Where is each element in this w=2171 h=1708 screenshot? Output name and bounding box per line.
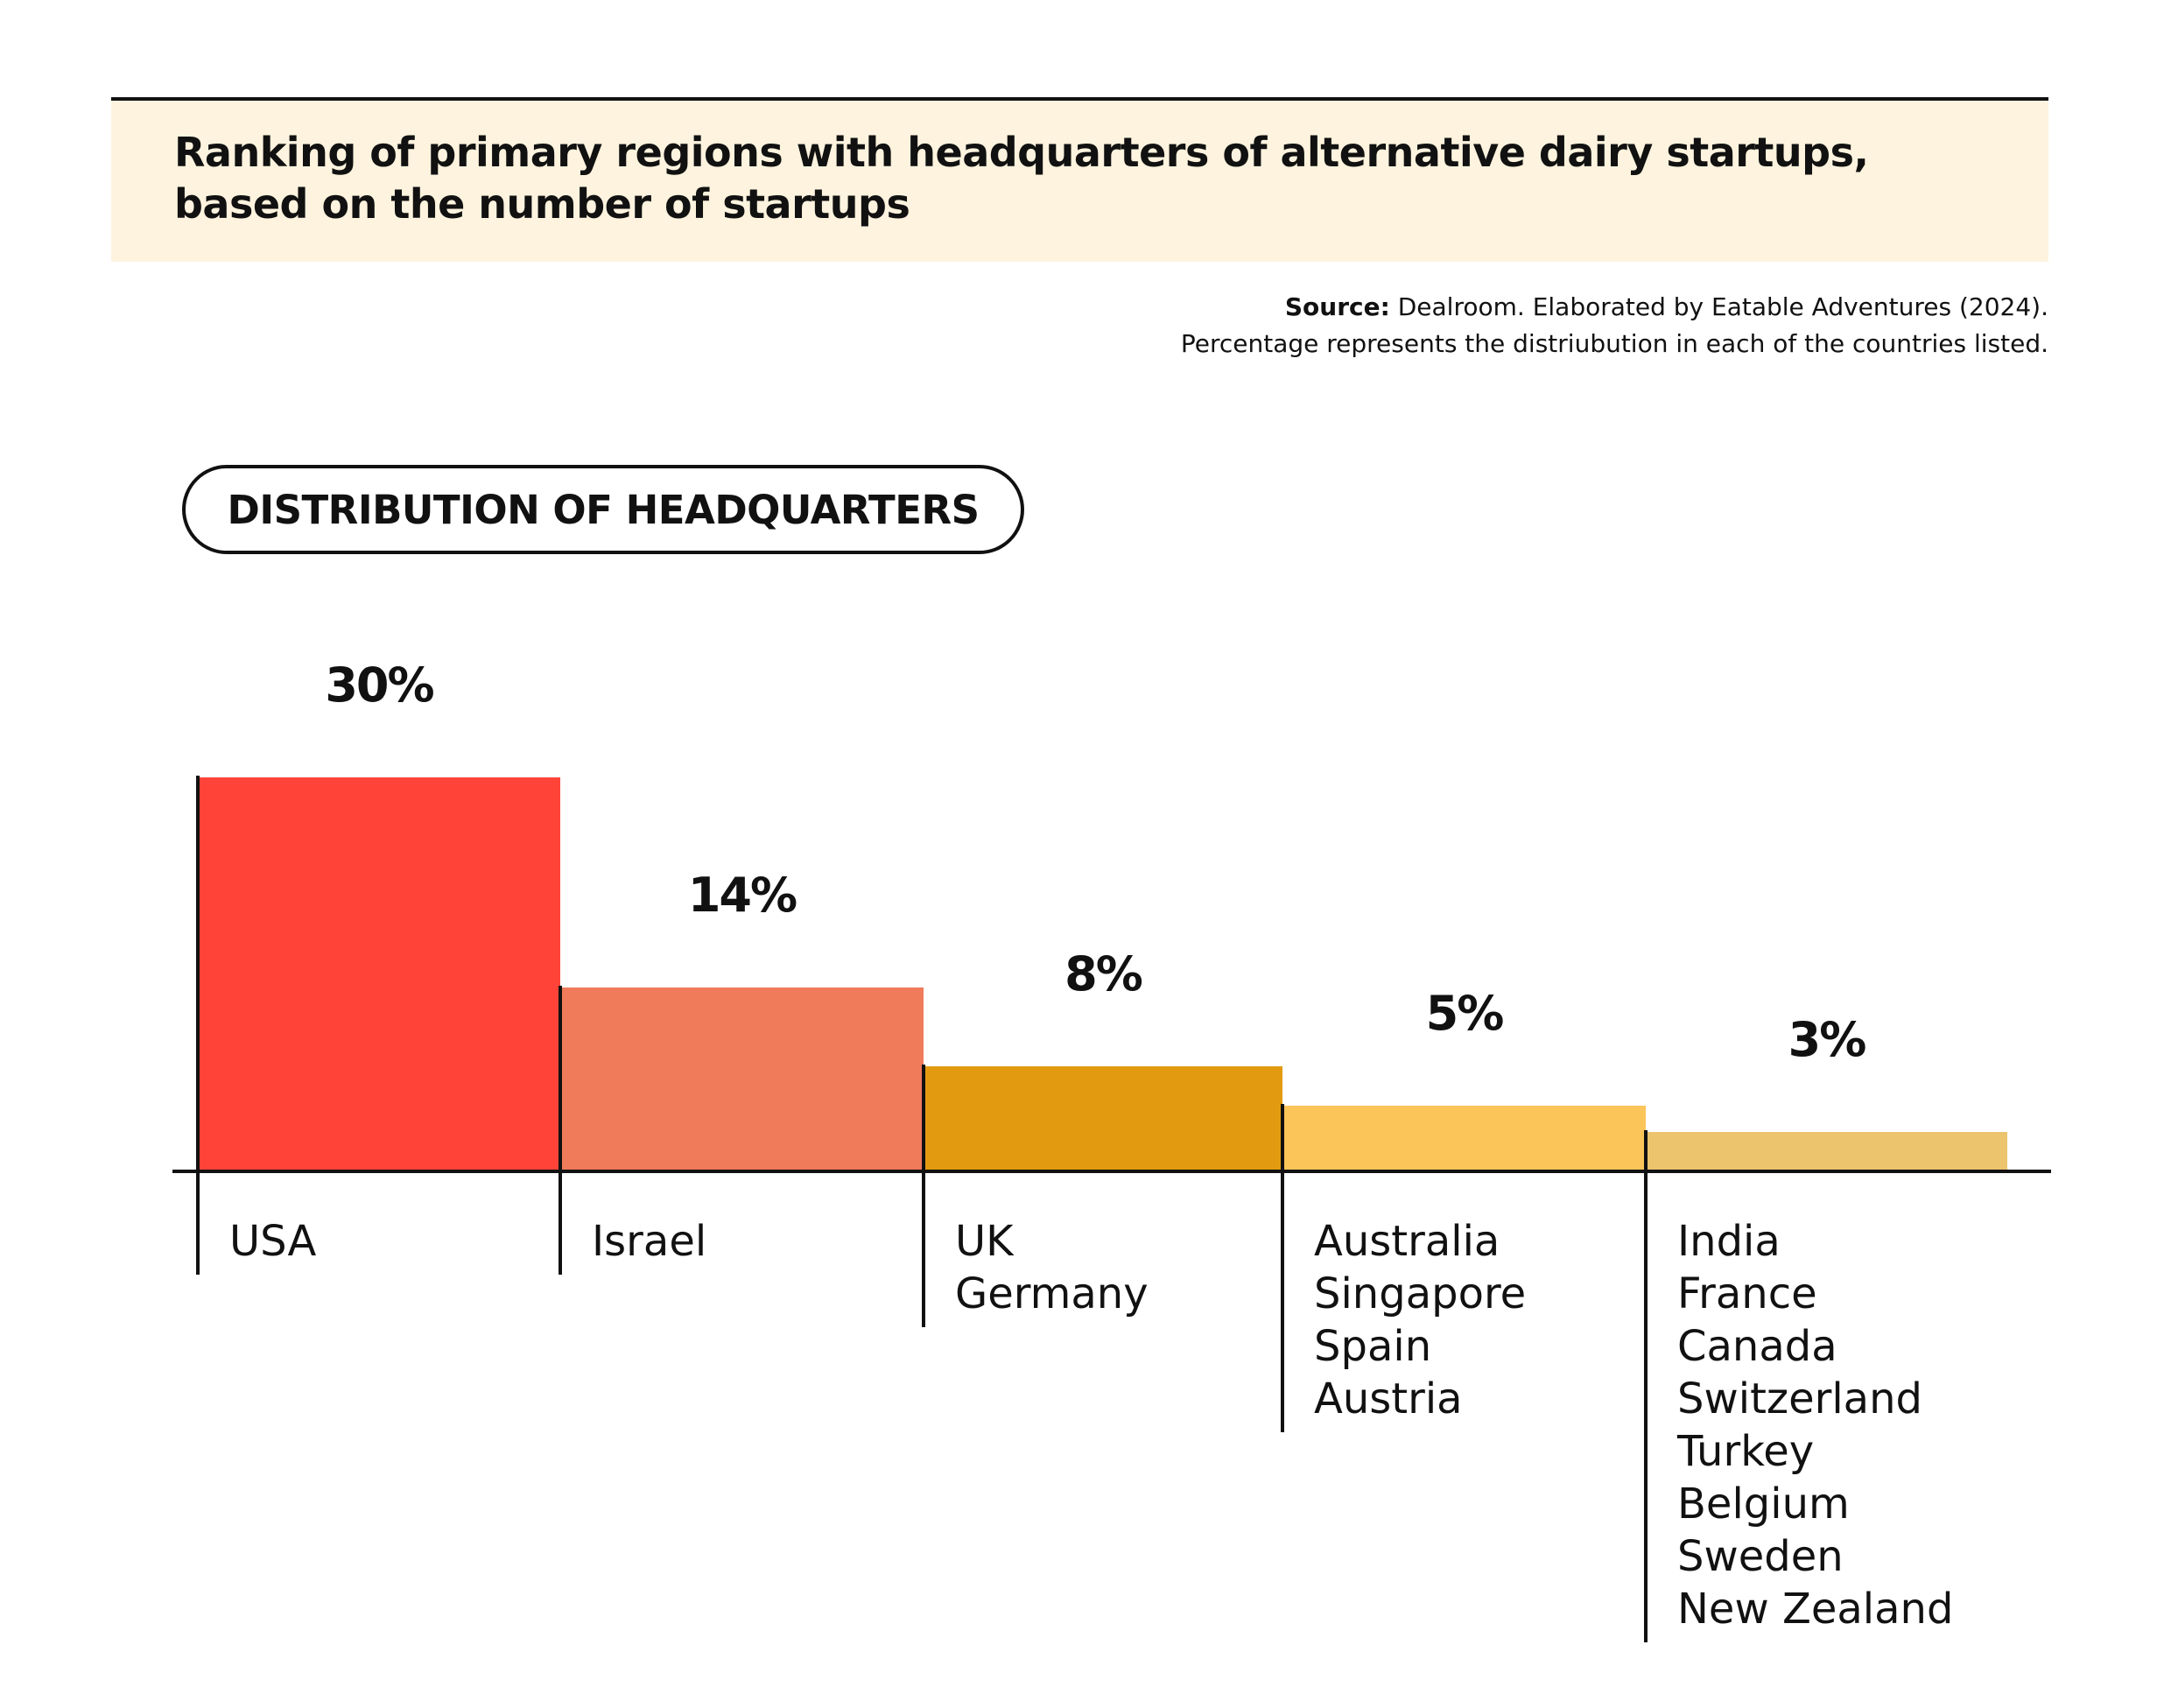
category-label-canada: Canada xyxy=(1677,1322,1837,1371)
bar-australia xyxy=(1282,1106,1646,1171)
section-label: DISTRIBUTION OF HEADQUARTERS xyxy=(227,486,980,533)
category-label-australia: Australia xyxy=(1314,1217,1500,1266)
value-label-australia: 5% xyxy=(1426,986,1504,1041)
category-label-india: India xyxy=(1677,1217,1781,1266)
category-label-uk: UK xyxy=(955,1217,1015,1266)
bar-usa xyxy=(198,777,560,1171)
category-label-belgium: Belgium xyxy=(1677,1480,1850,1529)
bar-india xyxy=(1646,1132,2007,1171)
section-label-pill: DISTRIBUTION OF HEADQUARTERS xyxy=(182,465,1024,554)
bar-israel xyxy=(560,988,924,1171)
chart-title: Ranking of primary regions with headquar… xyxy=(174,129,1869,228)
source-line: Source: Dealroom. Elaborated by Eatable … xyxy=(1181,289,2048,326)
category-label-france: France xyxy=(1677,1269,1817,1318)
category-label-switzerland: Switzerland xyxy=(1677,1374,1922,1423)
source-text: Dealroom. Elaborated by Eatable Adventur… xyxy=(1389,292,2048,321)
category-label-germany: Germany xyxy=(955,1269,1149,1318)
category-label-spain: Spain xyxy=(1314,1322,1431,1371)
category-label-usa: USA xyxy=(229,1217,316,1266)
value-label-india: 3% xyxy=(1788,1012,1866,1067)
bar-uk xyxy=(924,1066,1282,1171)
title-banner: Ranking of primary regions with headquar… xyxy=(111,101,2048,262)
category-label-israel: Israel xyxy=(592,1217,706,1266)
value-label-israel: 14% xyxy=(688,868,797,923)
category-label-new-zealand: New Zealand xyxy=(1677,1585,1953,1634)
percentage-note: Percentage represents the distriubution … xyxy=(1180,329,2048,358)
category-label-singapore: Singapore xyxy=(1314,1269,1526,1318)
category-label-austria: Austria xyxy=(1314,1374,1463,1423)
value-label-uk: 8% xyxy=(1064,946,1142,1002)
top-rule xyxy=(111,97,2048,101)
source-note: Source: Dealroom. Elaborated by Eatable … xyxy=(1181,289,2048,362)
value-label-usa: 30% xyxy=(325,657,433,713)
source-label: Source: xyxy=(1284,292,1390,321)
category-label-turkey: Turkey xyxy=(1676,1427,1814,1476)
category-label-sweden: Sweden xyxy=(1677,1532,1844,1581)
